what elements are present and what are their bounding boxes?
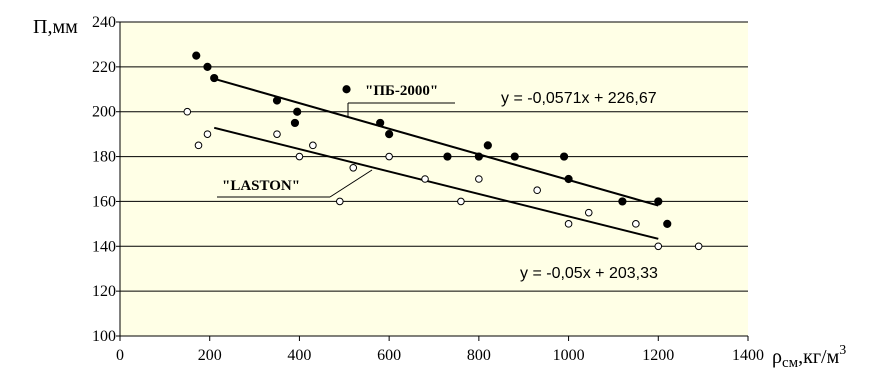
data-point-series-0-4 <box>293 107 302 116</box>
trendline-series-1 <box>213 126 659 240</box>
x-tick-label-200: 200 <box>198 347 222 364</box>
data-point-series-0-5 <box>290 118 300 128</box>
data-point-series-0-10 <box>474 152 483 161</box>
data-point-series-1-8 <box>385 152 393 161</box>
trendlines <box>213 77 659 240</box>
series-label-laston: "LASTON" <box>222 178 300 194</box>
x-tick-label-0: 0 <box>116 347 124 364</box>
x-axis-label-main: ρ <box>772 346 782 368</box>
x-axis-label-sup: 3 <box>839 343 846 358</box>
y-tick-label-120: 120 <box>92 283 116 300</box>
data-point-series-1-0 <box>183 107 192 116</box>
data-point-series-1-10 <box>457 197 465 206</box>
trendline-series-0 <box>213 77 659 207</box>
data-point-series-1-4 <box>295 152 304 161</box>
plot-area <box>120 22 748 336</box>
data-point-series-0-3 <box>272 96 282 105</box>
data-point-series-1-2 <box>203 130 212 138</box>
y-tick-label-200: 200 <box>92 104 116 121</box>
y-tick-label-160: 160 <box>92 193 116 210</box>
data-point-series-0-0 <box>192 51 201 60</box>
y-tick-label-180: 180 <box>92 149 116 166</box>
data-point-series-0-16 <box>654 197 663 206</box>
data-point-series-1-17 <box>694 242 703 251</box>
x-tick-label-800: 800 <box>467 347 491 364</box>
data-point-series-0-9 <box>443 152 452 161</box>
data-point-series-1-15 <box>632 220 640 228</box>
y-tick-labels: 100 120 140 160 180 200 220 240 <box>92 14 116 345</box>
y-tick-label-100: 100 <box>92 328 116 345</box>
x-tick-label-600: 600 <box>377 347 401 364</box>
data-point-series-1-7 <box>349 163 358 172</box>
x-tick-label-400: 400 <box>287 347 311 364</box>
gridlines <box>120 21 748 292</box>
data-point-series-0-14 <box>564 174 573 184</box>
y-tick-label-140: 140 <box>92 238 116 255</box>
data-point-series-1-12 <box>533 186 541 195</box>
x-tick-label-1400: 1400 <box>732 347 764 364</box>
x-tick-label-1200: 1200 <box>642 347 674 364</box>
x-axis-label: ρсм,кг/м3 <box>772 343 846 371</box>
y-axis-label: П,мм <box>33 16 78 38</box>
y-tick-label-240: 240 <box>92 14 116 31</box>
data-point-series-1-13 <box>564 220 573 228</box>
trendline-equation-pb2000: y = -0,0571x + 226,67 <box>501 90 657 107</box>
data-point-series-1-6 <box>336 197 344 206</box>
axes <box>116 21 749 341</box>
x-axis-label-unit: ,кг/м <box>798 346 839 368</box>
data-point-series-1-16 <box>654 242 663 251</box>
data-point-series-0-2 <box>210 73 219 83</box>
y-tick-label-220: 220 <box>92 59 116 76</box>
data-point-series-0-8 <box>385 130 394 139</box>
data-point-series-1-11 <box>475 175 483 183</box>
trendline-equation-laston: y = -0,05x + 203,33 <box>520 265 658 282</box>
x-tick-labels: 0 200 400 600 800 1000 1200 1400 <box>116 347 764 364</box>
data-point-series-0-12 <box>510 152 519 161</box>
data-points <box>183 51 703 251</box>
data-point-series-1-5 <box>309 141 317 150</box>
series-label-pb2000: "ПБ-2000" <box>365 83 438 99</box>
data-point-series-0-7 <box>376 118 385 128</box>
x-tick-label-1000: 1000 <box>553 347 585 364</box>
series-label-laston-leader <box>329 169 373 198</box>
data-point-series-1-14 <box>584 208 593 217</box>
data-point-series-0-11 <box>483 141 492 150</box>
x-axis-label-sub: см <box>782 355 799 371</box>
data-point-series-0-1 <box>203 62 212 71</box>
data-point-series-0-13 <box>559 152 569 161</box>
data-point-series-0-17 <box>663 219 672 228</box>
data-point-series-0-15 <box>618 197 627 206</box>
data-point-series-1-3 <box>273 130 281 138</box>
data-point-series-1-9 <box>421 175 429 183</box>
data-point-series-1-1 <box>194 141 203 150</box>
data-point-series-0-6 <box>342 85 351 94</box>
